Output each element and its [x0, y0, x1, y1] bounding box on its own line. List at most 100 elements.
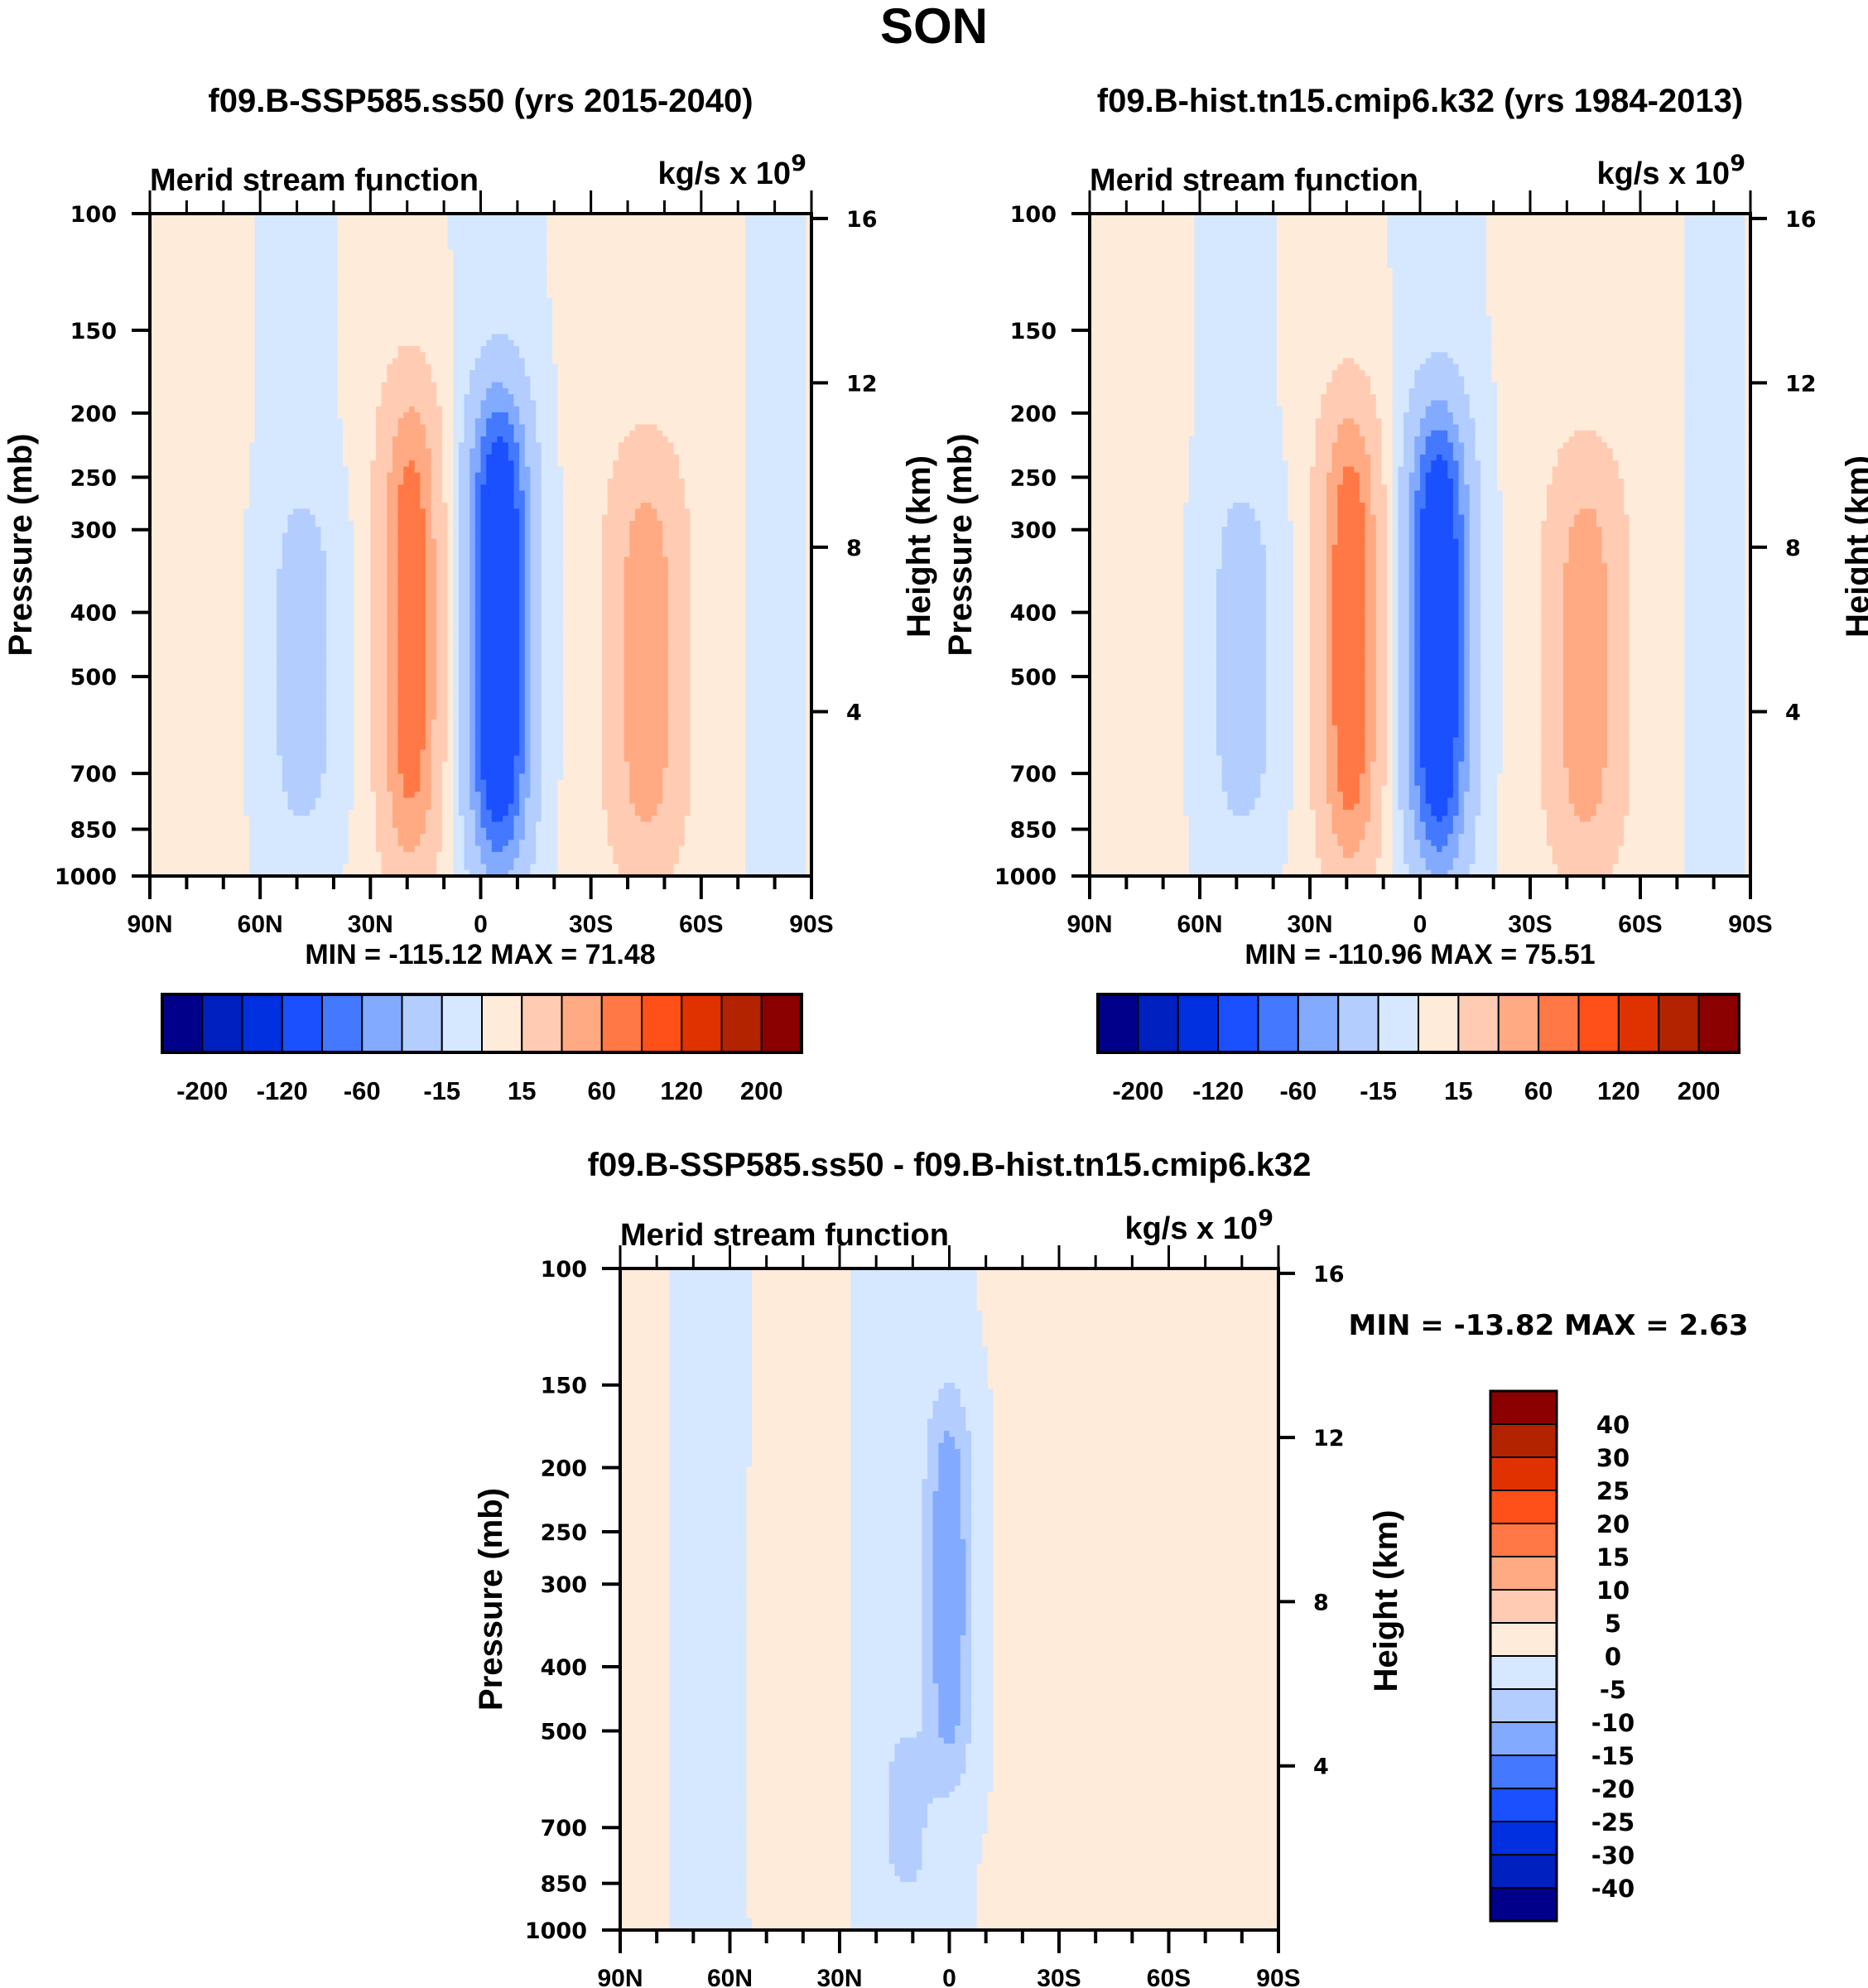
contour-cell: [752, 1442, 851, 1450]
contour-cell: [1365, 719, 1377, 726]
contour-cell: [1326, 737, 1338, 744]
contour-cell: [806, 370, 811, 377]
contour-cell: [150, 652, 244, 660]
contour-cell: [602, 779, 630, 787]
contour-cell: [1326, 556, 1333, 564]
contour-cell: [425, 593, 437, 600]
contour-cell: [1337, 725, 1366, 733]
contour-cell: [679, 858, 746, 865]
contour-cell: [1326, 623, 1333, 630]
contour-cell: [745, 773, 806, 781]
contour-cell: [530, 665, 542, 672]
contour-cell: [1480, 503, 1504, 509]
panel-ssp585: f09.B-SSP585.ss50 (yrs 2015-2040)Merid s…: [2, 83, 937, 1105]
contour-cell: [425, 707, 437, 715]
contour-cell: [469, 514, 476, 522]
contour-cell: [690, 792, 746, 799]
contour-cell: [541, 514, 564, 522]
contour-cell: [1745, 376, 1750, 383]
contour-cell: [806, 412, 811, 419]
contour-cell: [1629, 538, 1685, 546]
contour-cell: [1216, 641, 1267, 648]
contour-cell: [387, 707, 399, 715]
contour-cell: [1375, 744, 1388, 750]
contour-cell: [387, 562, 399, 570]
contour-cell: [1326, 671, 1333, 678]
contour-cell: [1420, 749, 1454, 757]
contour-cell: [326, 768, 354, 774]
contour-cell: [1425, 827, 1454, 835]
contour-cell: [557, 869, 619, 876]
contour-cell: [1254, 514, 1288, 522]
contour-cell: [1568, 545, 1603, 551]
contour-cell: [752, 1280, 851, 1288]
contour-cell: [150, 297, 256, 305]
contour-cell: [1607, 652, 1630, 660]
contour-cell: [960, 1521, 972, 1528]
contour-cell: [1090, 412, 1195, 419]
contour-cell: [458, 797, 470, 805]
contour-cell: [1745, 628, 1750, 636]
contour-cell: [541, 503, 564, 509]
contour-cell: [441, 442, 454, 450]
contour-cell: [806, 339, 811, 347]
contour-cell: [397, 755, 421, 763]
contour-cell: [1464, 671, 1471, 678]
contour-cell: [1326, 725, 1338, 733]
contour-cell: [1090, 454, 1190, 461]
contour-cell: [745, 755, 806, 763]
contour-cell: [486, 797, 515, 805]
contour-cell: [745, 569, 806, 575]
contour-cell: [480, 744, 520, 750]
contour-cell: [1629, 514, 1685, 522]
contour-cell: [629, 545, 663, 551]
contour-cell: [1381, 810, 1394, 816]
contour-cell: [1562, 737, 1608, 744]
contour-cell: [277, 623, 327, 630]
contour-cell: [1469, 586, 1481, 594]
contour-cell: [1375, 635, 1388, 642]
contour-cell: [1502, 569, 1542, 575]
contour-cell: [1398, 479, 1410, 485]
contour-cell: [1480, 611, 1504, 618]
contour-cell: [486, 424, 515, 431]
contour-cell: [1090, 321, 1195, 329]
contour-cell: [519, 611, 526, 618]
contour-cell: [1277, 219, 1388, 227]
contour-cell: [623, 436, 669, 443]
contour-cell: [1684, 671, 1745, 678]
contour-cell: [613, 472, 680, 479]
x-tick-label: 90N: [127, 911, 172, 938]
contour-cell: [1398, 604, 1410, 612]
contour-cell: [447, 243, 547, 251]
contour-cell: [619, 869, 675, 876]
contour-cell: [436, 545, 449, 551]
contour-cell: [1475, 454, 1498, 461]
contour-cell: [243, 737, 277, 744]
contour-cell: [1684, 840, 1745, 847]
contour-cell: [1183, 683, 1217, 691]
contour-cell: [519, 412, 537, 419]
contour-cell: [943, 1383, 956, 1389]
contour-cell: [1420, 744, 1454, 750]
contour-cell: [1464, 707, 1471, 715]
contour-cell: [1216, 659, 1267, 667]
contour-cell: [513, 816, 526, 823]
contour-cell: [474, 719, 482, 726]
contour-cell: [519, 744, 526, 750]
contour-cell: [254, 328, 338, 335]
contour-cell: [563, 768, 603, 774]
contour-cell: [1502, 508, 1548, 516]
contour-cell: [530, 768, 542, 774]
contour-cell: [397, 508, 426, 516]
contour-cell: [1326, 731, 1338, 739]
contour-cell: [806, 864, 811, 871]
contour-cell: [458, 593, 470, 600]
contour-cell: [1684, 472, 1745, 479]
contour-cell: [1607, 623, 1630, 630]
contour-cell: [436, 575, 449, 582]
contour-cell: [469, 647, 476, 654]
contour-cell: [1480, 744, 1504, 750]
contour-cell: [557, 412, 746, 419]
contour-cell: [1745, 834, 1750, 840]
